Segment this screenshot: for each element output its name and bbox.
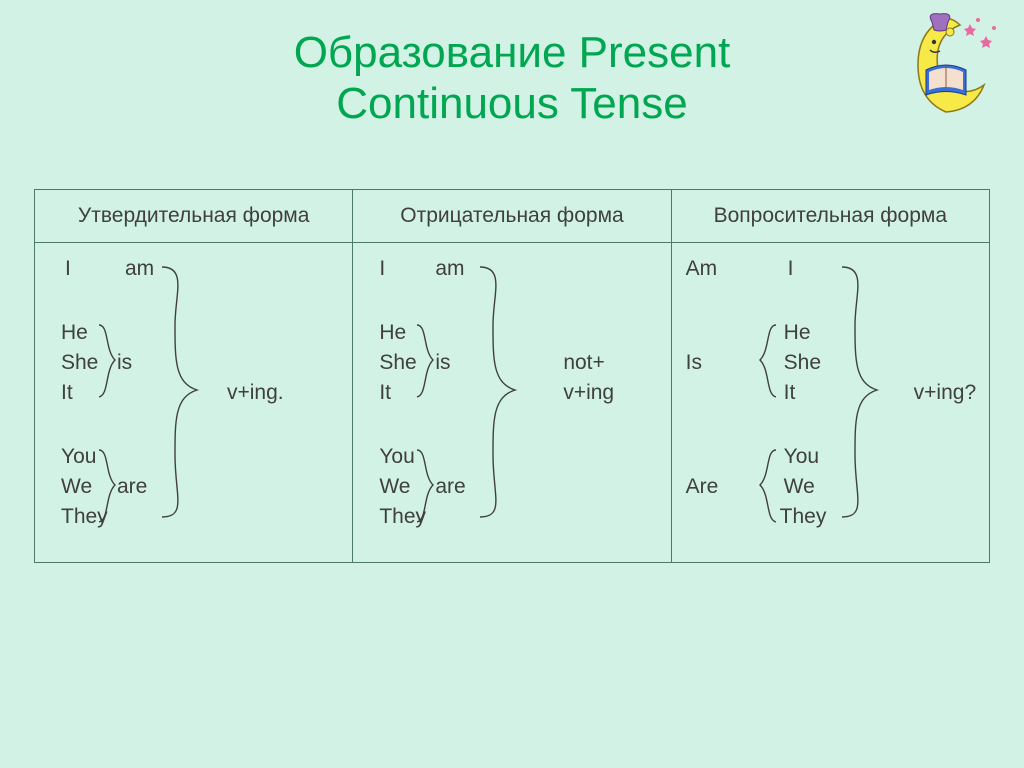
title-line-1: Образование Present [294, 28, 731, 77]
col-header-quest: Вопросительная форма [671, 190, 989, 243]
q-braces [684, 255, 1004, 555]
moon-book-icon [896, 10, 1006, 120]
neg-braces [365, 255, 675, 555]
grammar-table: Утвердительная форма Отрицательная форма… [34, 189, 990, 563]
affirm-braces [47, 255, 347, 555]
cell-affirm: I am He She is It You We are They v+ing. [35, 243, 353, 563]
col-header-affirm: Утвердительная форма [35, 190, 353, 243]
col-header-neg: Отрицательная форма [353, 190, 671, 243]
page-title: Образование Present Continuous Tense [0, 0, 1024, 129]
cell-quest: Am I Is He She It Are You We They v+ing? [671, 243, 989, 563]
cell-neg: I am He She is It You We are They not+ v… [353, 243, 671, 563]
title-line-2: Continuous Tense [336, 79, 687, 128]
